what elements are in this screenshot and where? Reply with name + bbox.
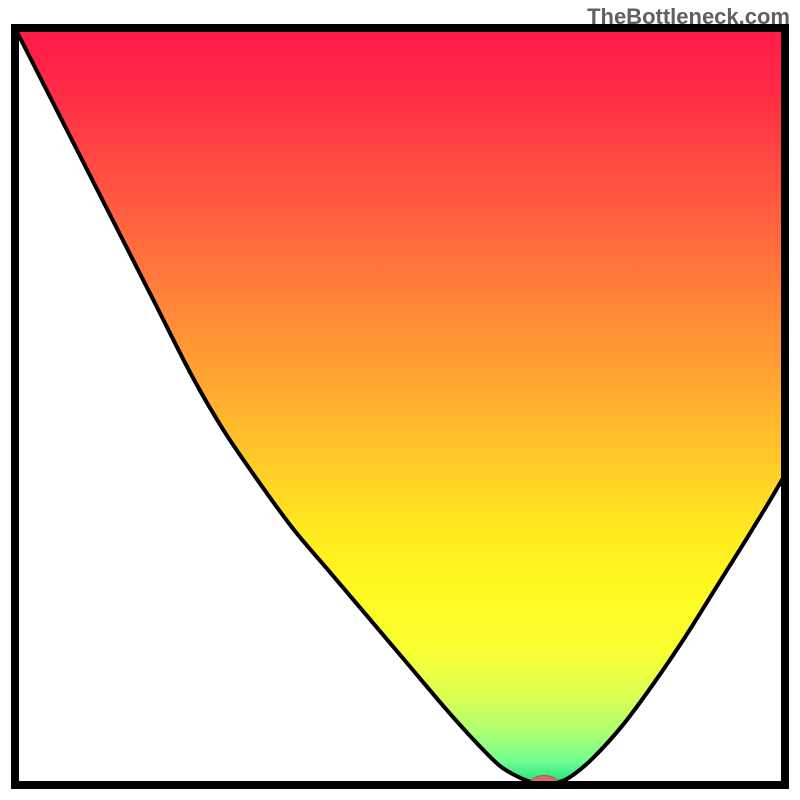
watermark-text: TheBottleneck.com (587, 4, 790, 30)
bottleneck-chart (0, 0, 800, 800)
gradient-fill (15, 28, 785, 783)
chart-container: TheBottleneck.com (0, 0, 800, 800)
